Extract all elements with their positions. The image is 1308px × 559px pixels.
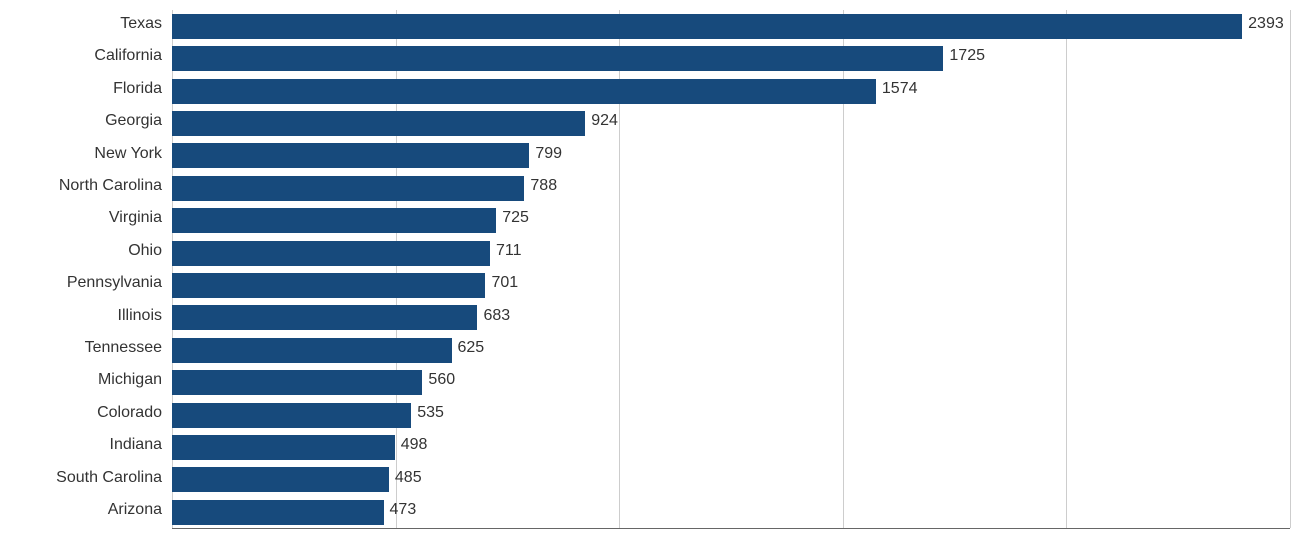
category-label: New York	[94, 145, 162, 163]
gridline	[1066, 10, 1067, 528]
value-label: 924	[591, 112, 618, 130]
bar	[172, 143, 529, 168]
category-label: Virginia	[109, 209, 162, 227]
value-label: 725	[502, 209, 529, 227]
category-label: Georgia	[105, 112, 162, 130]
bar	[172, 305, 477, 330]
value-label: 625	[458, 339, 485, 357]
category-label: Illinois	[118, 307, 162, 325]
category-label: Colorado	[97, 404, 162, 422]
category-label: Texas	[120, 15, 162, 33]
bar	[172, 176, 524, 201]
value-label: 799	[535, 145, 562, 163]
value-label: 473	[390, 501, 417, 519]
value-label: 498	[401, 436, 428, 454]
category-label: California	[94, 47, 162, 65]
bar	[172, 111, 585, 136]
gridline	[1290, 10, 1291, 528]
category-label: Arizona	[108, 501, 162, 519]
value-label: 683	[483, 307, 510, 325]
value-label: 1574	[882, 80, 918, 98]
bar	[172, 208, 496, 233]
category-label: Florida	[113, 80, 162, 98]
bar	[172, 273, 485, 298]
bar	[172, 79, 876, 104]
value-label: 535	[417, 404, 444, 422]
category-label: South Carolina	[56, 469, 162, 487]
value-label: 2393	[1248, 15, 1284, 33]
bar	[172, 435, 395, 460]
value-label: 788	[530, 177, 557, 195]
bar	[172, 467, 389, 492]
value-label: 711	[496, 242, 522, 260]
bar	[172, 241, 490, 266]
value-label: 560	[428, 371, 455, 389]
value-label: 485	[395, 469, 422, 487]
bar-chart: Texas 2393 California 1725 Florida 1574 Georgi…	[0, 0, 1308, 559]
bar	[172, 14, 1242, 39]
x-axis-line	[172, 528, 1290, 529]
bar	[172, 46, 943, 71]
category-label: Michigan	[98, 371, 162, 389]
value-label: 701	[491, 274, 518, 292]
category-label: Indiana	[110, 436, 163, 454]
category-label: Ohio	[128, 242, 162, 260]
bar	[172, 370, 422, 395]
bar	[172, 403, 411, 428]
bar	[172, 500, 384, 525]
category-label: Pennsylvania	[67, 274, 162, 292]
category-label: Tennessee	[85, 339, 162, 357]
category-label: North Carolina	[59, 177, 162, 195]
value-label: 1725	[949, 47, 985, 65]
bar	[172, 338, 452, 363]
